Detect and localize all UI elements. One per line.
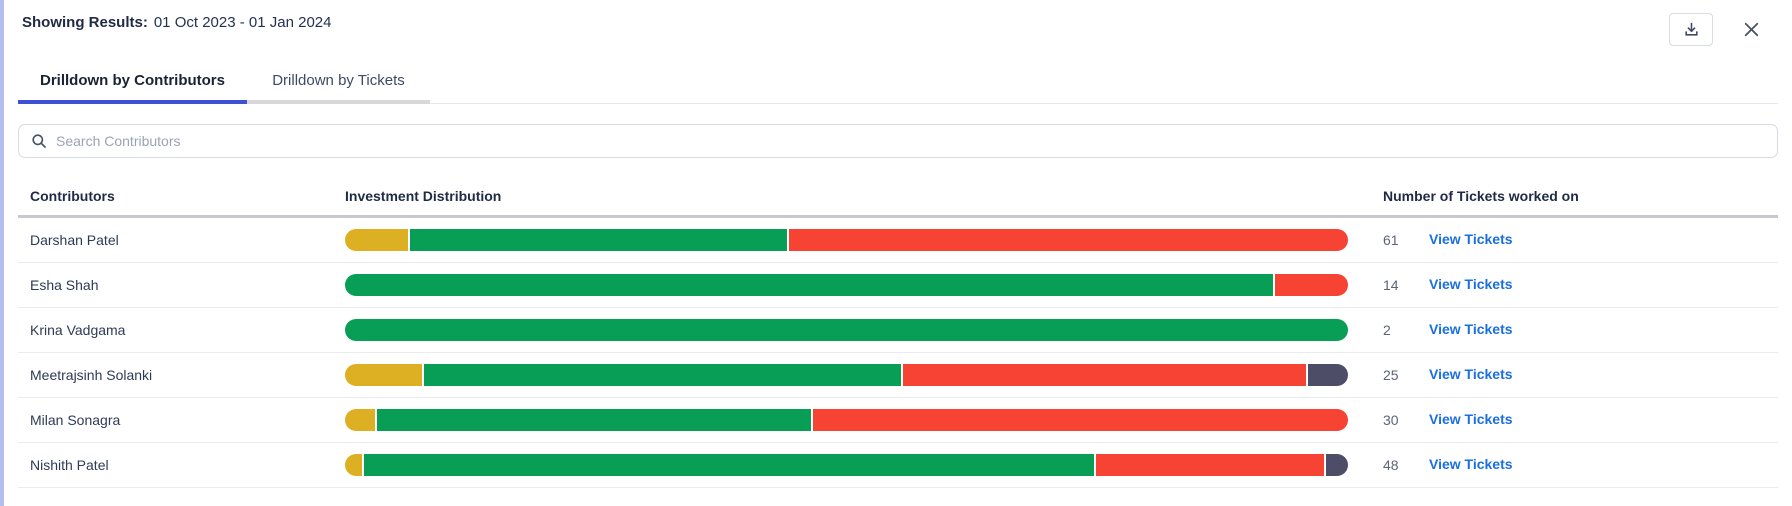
- investment-distribution-cell: [345, 454, 1375, 476]
- showing-results-label: Showing Results:: [22, 14, 148, 31]
- table-header-divider: [18, 215, 1778, 218]
- view-tickets-link[interactable]: View Tickets: [1429, 456, 1513, 472]
- contributor-name: Krina Vadgama: [30, 322, 126, 338]
- view-tickets-cell: View Tickets: [1425, 456, 1778, 474]
- showing-results-value: 01 Oct 2023 - 01 Jan 2024: [153, 14, 332, 31]
- view-tickets-cell: View Tickets: [1425, 321, 1778, 339]
- download-icon: [1684, 22, 1698, 36]
- investment-distribution-cell: [345, 229, 1375, 251]
- bar-segment-slate: [1326, 454, 1348, 476]
- tickets-count: 61: [1383, 232, 1399, 248]
- investment-distribution-cell: [345, 274, 1375, 296]
- bar-segment-yellow: [345, 229, 408, 251]
- tab-label: Drilldown by Contributors: [40, 71, 225, 89]
- download-button[interactable]: [1669, 13, 1713, 46]
- investment-distribution-bar: [345, 319, 1348, 341]
- table-body: Darshan Patel 61 View Tickets Esha Shah …: [18, 218, 1778, 488]
- view-tickets-cell: View Tickets: [1425, 411, 1778, 429]
- bar-segment-green: [409, 229, 787, 251]
- tickets-count: 14: [1383, 277, 1399, 293]
- contributor-name: Nishith Patel: [30, 457, 109, 473]
- tickets-count: 48: [1383, 457, 1399, 473]
- showing-results: Showing Results: 01 Oct 2023 - 01 Jan 202…: [22, 12, 331, 34]
- investment-distribution-cell: [345, 319, 1375, 341]
- tab-strip: Drilldown by Contributors Drilldown by Ti…: [18, 60, 1778, 104]
- table-row: Darshan Patel 61 View Tickets: [18, 218, 1778, 263]
- column-header-contributors: Contributors: [30, 187, 115, 204]
- search-input[interactable]: [56, 133, 1765, 149]
- tab-drilldown-by-tickets[interactable]: Drilldown by Tickets: [247, 60, 430, 104]
- tickets-count: 30: [1383, 412, 1399, 428]
- investment-distribution-bar: [345, 364, 1348, 386]
- table-row: Nishith Patel 48 View Tickets: [18, 443, 1778, 488]
- contributor-name: Darshan Patel: [30, 232, 119, 248]
- bar-segment-red: [788, 229, 1348, 251]
- tab-drilldown-by-contributors[interactable]: Drilldown by Contributors: [18, 60, 247, 104]
- column-header-tickets-worked-on: Number of Tickets worked on: [1383, 187, 1579, 204]
- table-row: Milan Sonagra 30 View Tickets: [18, 398, 1778, 443]
- bar-segment-red: [1095, 454, 1325, 476]
- top-bar: Showing Results: 01 Oct 2023 - 01 Jan 202…: [4, 0, 1792, 46]
- bar-segment-red: [812, 409, 1348, 431]
- tickets-count: 2: [1383, 322, 1391, 338]
- bar-segment-yellow: [345, 409, 375, 431]
- bar-segment-green: [345, 274, 1273, 296]
- bar-segment-green: [423, 364, 902, 386]
- table-header: Contributors Investment Distribution Num…: [18, 176, 1778, 215]
- investment-distribution-bar: [345, 454, 1348, 476]
- bar-segment-slate: [1308, 364, 1348, 386]
- view-tickets-link[interactable]: View Tickets: [1429, 231, 1513, 247]
- view-tickets-cell: View Tickets: [1425, 276, 1778, 294]
- table-row: Krina Vadgama 2 View Tickets: [18, 308, 1778, 353]
- investment-distribution-cell: [345, 364, 1375, 386]
- view-tickets-link[interactable]: View Tickets: [1429, 366, 1513, 382]
- investment-distribution-cell: [345, 409, 1375, 431]
- bar-segment-red: [1274, 274, 1348, 296]
- investment-distribution-bar: [345, 229, 1348, 251]
- tab-label: Drilldown by Tickets: [272, 71, 405, 89]
- view-tickets-link[interactable]: View Tickets: [1429, 411, 1513, 427]
- search-bar[interactable]: [18, 124, 1778, 158]
- column-header-investment-distribution: Investment Distribution: [345, 187, 502, 204]
- bar-segment-green: [363, 454, 1094, 476]
- close-button[interactable]: [1737, 16, 1765, 44]
- view-tickets-link[interactable]: View Tickets: [1429, 276, 1513, 292]
- tickets-count: 25: [1383, 367, 1399, 383]
- investment-distribution-bar: [345, 409, 1348, 431]
- bar-segment-yellow: [345, 364, 422, 386]
- table-row: Esha Shah 14 View Tickets: [18, 263, 1778, 308]
- close-icon: [1744, 22, 1758, 37]
- table-row: Meetrajsinh Solanki 25 View Tickets: [18, 353, 1778, 398]
- bar-segment-green: [345, 319, 1348, 341]
- contributor-name: Milan Sonagra: [30, 412, 121, 428]
- bar-segment-yellow: [345, 454, 362, 476]
- top-bar-actions: [1669, 13, 1765, 46]
- search-icon: [32, 134, 46, 148]
- view-tickets-cell: View Tickets: [1425, 231, 1778, 249]
- investment-distribution-bar: [345, 274, 1348, 296]
- view-tickets-link[interactable]: View Tickets: [1429, 321, 1513, 337]
- contributor-name: Esha Shah: [30, 277, 99, 293]
- view-tickets-cell: View Tickets: [1425, 366, 1778, 384]
- bar-segment-green: [376, 409, 811, 431]
- bar-segment-red: [903, 364, 1307, 386]
- contributor-name: Meetrajsinh Solanki: [30, 367, 153, 383]
